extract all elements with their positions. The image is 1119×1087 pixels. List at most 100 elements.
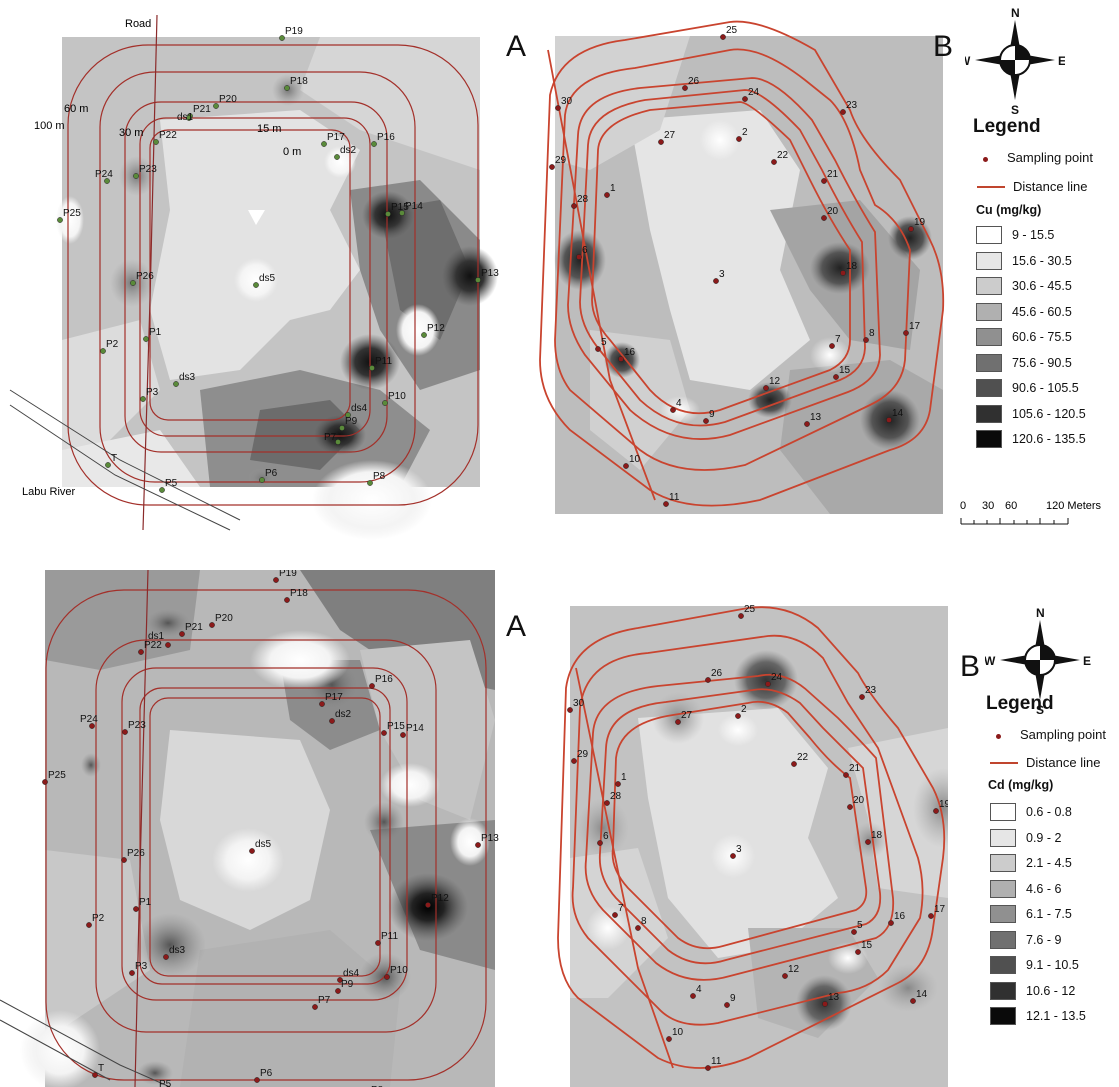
distance-line-icon-cd	[990, 761, 1018, 764]
legend-class-row: 60.6 - 75.5	[976, 328, 1072, 346]
sampling-point-label: P3	[135, 961, 148, 972]
sampling-point-marker	[421, 332, 427, 338]
sampling-point-label: P5	[165, 478, 178, 489]
sampling-point-label: P6	[260, 1068, 273, 1079]
sampling-point-marker	[425, 902, 431, 908]
compass-e: E	[1058, 54, 1065, 68]
legend-swatch	[976, 404, 1002, 423]
sampling-point-label: P11	[381, 931, 398, 942]
sampling-point-marker	[86, 922, 92, 928]
sampling-point-label: 25	[726, 25, 738, 36]
sampling-point-label: P22	[159, 130, 177, 141]
sampling-point-marker	[604, 800, 610, 806]
sampling-point-marker	[284, 85, 290, 91]
sampling-point-marker	[571, 758, 577, 764]
sampling-point-label: P10	[390, 965, 408, 976]
legend-swatch	[976, 328, 1002, 346]
sampling-point-label: P18	[290, 76, 308, 87]
sampling-point-label: P9	[345, 416, 358, 427]
sampling-point-marker	[138, 649, 144, 655]
sampling-point-marker	[165, 642, 171, 648]
sampling-point-label: P8	[371, 1085, 384, 1087]
sampling-point-label: 26	[688, 76, 700, 87]
legend-unit-cd: Cd (mg/kg)	[988, 778, 1054, 792]
sampling-point-label: 13	[828, 992, 840, 1003]
sampling-point-marker	[863, 337, 869, 343]
sampling-point-label: 23	[846, 100, 858, 111]
sampling-point-marker	[670, 407, 676, 413]
sampling-point-marker	[720, 34, 726, 40]
sampling-point-marker	[335, 439, 341, 445]
sampling-point-label: 14	[892, 408, 904, 419]
legend-class-label: 0.9 - 2	[1026, 830, 1062, 845]
panel-letter-b-cd: B	[960, 650, 981, 683]
sampling-point-label: ds2	[335, 709, 352, 720]
sampling-point-label: 29	[555, 155, 567, 166]
sampling-point-label: P12	[427, 323, 445, 334]
sampling-point-marker	[273, 577, 279, 583]
legend-swatch	[990, 956, 1016, 974]
sampling-point-marker	[928, 913, 934, 919]
sampling-point-label: 25	[744, 604, 756, 615]
sampling-point-label: 28	[577, 194, 589, 205]
legend-swatch	[990, 905, 1016, 923]
sampling-point-marker	[279, 35, 285, 41]
sampling-point-label: P7	[318, 995, 331, 1006]
sampling-point-marker	[173, 381, 179, 387]
legend-class-label: 10.6 - 12	[1026, 983, 1076, 998]
sampling-point-label: P11	[375, 356, 392, 367]
sampling-point-label: P14	[405, 201, 423, 212]
legend-class-row: 6.1 - 7.5	[990, 905, 1072, 923]
legend-class-row: 0.6 - 0.8	[990, 803, 1072, 821]
sampling-point-marker	[666, 1036, 672, 1042]
sampling-point-label: 22	[777, 150, 789, 161]
legend-class-row: 9 - 15.5	[976, 226, 1054, 244]
sampling-point-label: 5	[601, 337, 607, 348]
sampling-point-label: 28	[610, 791, 622, 802]
sampling-point-label: 1	[621, 772, 627, 783]
sampling-point-label: 13	[810, 412, 822, 423]
sampling-point-marker	[385, 211, 391, 217]
sampling-point-marker	[153, 139, 159, 145]
sampling-point-marker	[213, 103, 219, 109]
sampling-point-marker	[782, 973, 788, 979]
sampling-point-marker	[143, 336, 149, 342]
sampling-point-icon-cd	[990, 727, 1008, 742]
legend-sampling-point-cd: Sampling point	[990, 727, 1106, 742]
sampling-point-label: P13	[481, 268, 499, 279]
sampling-point-label: ds1	[148, 631, 165, 642]
sampling-point-marker	[843, 772, 849, 778]
legend-class-row: 45.6 - 60.5	[976, 302, 1072, 321]
sampling-point-marker	[179, 631, 185, 637]
legend-class-row: 0.9 - 2	[990, 828, 1062, 847]
compass-w: W	[965, 54, 971, 68]
sampling-point-label: 2	[741, 704, 747, 715]
sampling-point-marker	[284, 597, 290, 603]
sampling-point-marker	[713, 278, 719, 284]
sampling-point-label: 12	[788, 964, 800, 975]
sampling-point-marker	[771, 159, 777, 165]
sampling-point-marker	[209, 622, 215, 628]
sampling-point-label: 26	[711, 668, 723, 679]
sampling-point-label: 19	[939, 799, 948, 810]
sampling-point-marker	[690, 993, 696, 999]
sampling-point-label: 5	[857, 920, 863, 931]
sampling-point-marker	[730, 853, 736, 859]
sampling-point-marker	[382, 400, 388, 406]
sampling-point-label: 1	[610, 183, 616, 194]
sampling-point-label: 20	[853, 795, 865, 806]
compass-n-cd: N	[1036, 606, 1045, 620]
road-label: Road	[125, 18, 152, 30]
sampling-point-label: 21	[827, 169, 839, 180]
sampling-point-marker	[92, 1072, 98, 1078]
sampling-point-marker	[371, 141, 377, 147]
sampling-point-label: P20	[219, 94, 237, 105]
sampling-point-marker	[682, 85, 688, 91]
sampling-point-marker	[576, 254, 582, 260]
sampling-point-label: P26	[136, 271, 154, 282]
sampling-point-marker	[595, 346, 601, 352]
sampling-point-marker	[186, 115, 192, 121]
sampling-point-marker	[833, 374, 839, 380]
sampling-point-label: 22	[797, 752, 809, 763]
legend-swatch	[990, 854, 1016, 872]
